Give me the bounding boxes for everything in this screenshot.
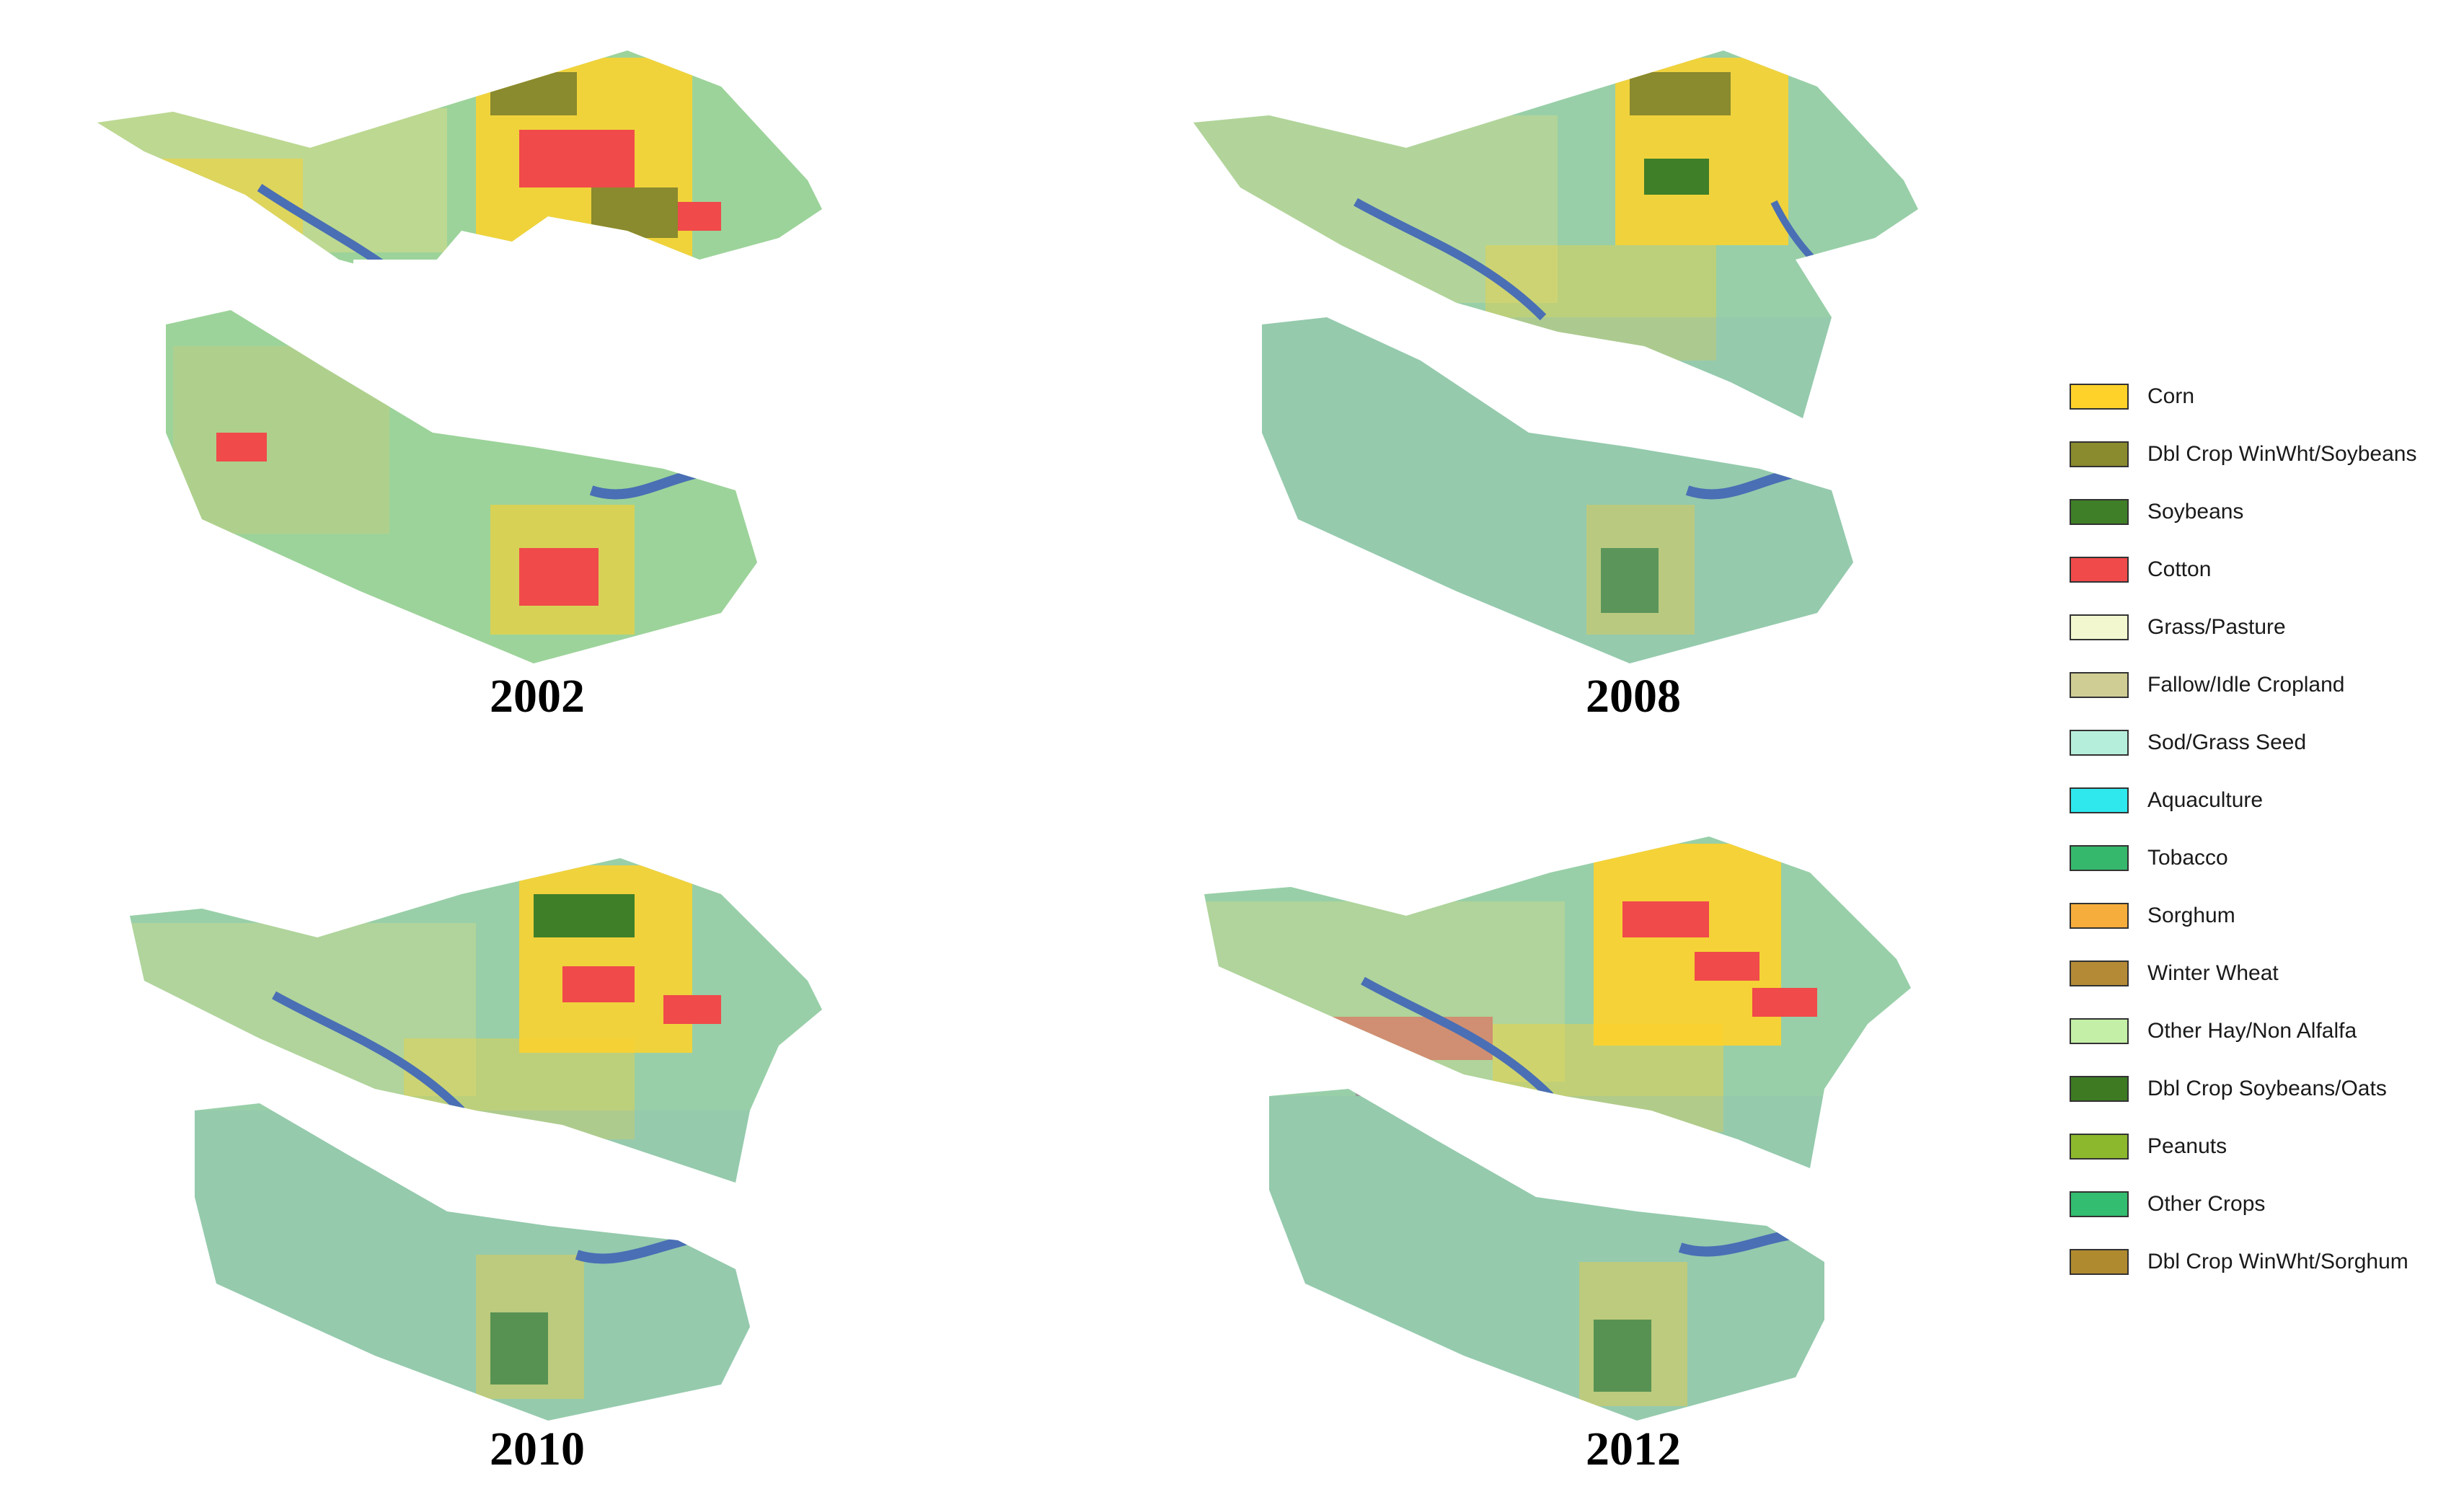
legend-label: Sod/Grass Seed: [2147, 730, 2307, 754]
legend-swatch: [2070, 903, 2129, 929]
legend-swatch: [2070, 961, 2129, 986]
year-label-2010: 2010: [490, 1423, 585, 1475]
legend-label: Other Crops: [2147, 1192, 2266, 1216]
map-legend: Corn Dbl Crop WinWht/Soybeans Soybeans Cott…: [2070, 368, 2416, 1291]
legend-swatch: [2070, 557, 2129, 583]
legend-swatch: [2070, 384, 2129, 410]
year-label-2002: 2002: [490, 670, 585, 723]
legend-label: Tobacco: [2147, 846, 2228, 870]
legend-label: Dbl Crop WinWht/Soybeans: [2147, 442, 2417, 466]
legend-item: Aquaculture: [2070, 772, 2416, 829]
legend-swatch: [2070, 1249, 2129, 1275]
legend-item: Sorghum: [2070, 887, 2416, 945]
legend-item: Other Hay/Non Alfalfa: [2070, 1002, 2416, 1060]
legend-label: Fallow/Idle Cropland: [2147, 673, 2345, 697]
map-2012: [1190, 829, 1947, 1428]
legend-label: Aquaculture: [2147, 788, 2264, 812]
legend-label: Dbl Crop WinWht/Sorghum: [2147, 1250, 2408, 1273]
legend-label: Soybeans: [2147, 500, 2244, 524]
legend-item: Other Crops: [2070, 1175, 2416, 1233]
legend-item: Cotton: [2070, 541, 2416, 599]
legend-swatch: [2070, 441, 2129, 467]
land-cover-map-2002: [97, 50, 822, 663]
legend-label: Corn: [2147, 384, 2195, 408]
legend-item: Corn: [2070, 368, 2416, 425]
map-2002: [87, 43, 844, 678]
legend-label: Cotton: [2147, 557, 2212, 581]
legend-swatch: [2070, 499, 2129, 525]
legend-swatch: [2070, 1191, 2129, 1217]
year-label-2012: 2012: [1586, 1423, 1681, 1475]
legend-label: Grass/Pasture: [2147, 615, 2286, 639]
land-cover-map-2008: [1193, 50, 1918, 663]
legend-label: Winter Wheat: [2147, 961, 2279, 985]
legend-item: Fallow/Idle Cropland: [2070, 656, 2416, 714]
legend-swatch: [2070, 1018, 2129, 1044]
legend-swatch: [2070, 730, 2129, 756]
legend-swatch: [2070, 1134, 2129, 1160]
legend-swatch: [2070, 672, 2129, 698]
land-cover-map-2010: [130, 858, 822, 1421]
legend-label: Peanuts: [2147, 1134, 2227, 1158]
land-cover-map-2012: [1204, 836, 1911, 1421]
map-2008: [1183, 43, 1940, 678]
year-label-2008: 2008: [1586, 670, 1681, 723]
map-2010: [101, 851, 858, 1428]
legend-label: Other Hay/Non Alfalfa: [2147, 1019, 2357, 1043]
legend-swatch: [2070, 1076, 2129, 1102]
legend-item: Dbl Crop Soybeans/Oats: [2070, 1060, 2416, 1118]
legend-label: Dbl Crop Soybeans/Oats: [2147, 1077, 2387, 1100]
legend-swatch: [2070, 787, 2129, 813]
legend-item: Peanuts: [2070, 1118, 2416, 1175]
legend-item: Soybeans: [2070, 483, 2416, 541]
legend-label: Sorghum: [2147, 904, 2235, 927]
legend-swatch: [2070, 614, 2129, 640]
legend-item: Dbl Crop WinWht/Soybeans: [2070, 425, 2416, 483]
legend-item: Winter Wheat: [2070, 945, 2416, 1002]
legend-swatch: [2070, 845, 2129, 871]
legend-item: Tobacco: [2070, 829, 2416, 887]
legend-item: Grass/Pasture: [2070, 599, 2416, 656]
legend-item: Sod/Grass Seed: [2070, 714, 2416, 772]
legend-item: Dbl Crop WinWht/Sorghum: [2070, 1233, 2416, 1291]
